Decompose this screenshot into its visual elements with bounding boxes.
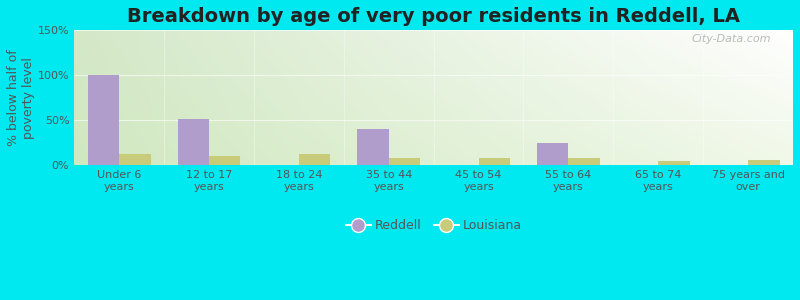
Bar <box>358 129 389 165</box>
Title: Breakdown by age of very poor residents in Reddell, LA: Breakdown by age of very poor residents … <box>127 7 740 26</box>
Bar <box>119 154 150 165</box>
Legend: Reddell, Louisiana: Reddell, Louisiana <box>341 214 526 237</box>
Y-axis label: % below half of
poverty level: % below half of poverty level <box>7 50 35 146</box>
Bar <box>209 156 241 165</box>
Bar <box>178 118 209 165</box>
Text: City-Data.com: City-Data.com <box>692 34 771 44</box>
Bar <box>537 143 569 165</box>
Bar <box>478 158 510 165</box>
Bar <box>569 158 600 165</box>
Bar <box>299 154 330 165</box>
Bar <box>658 161 690 165</box>
Bar <box>748 160 779 165</box>
Bar <box>88 75 119 165</box>
Bar <box>389 158 420 165</box>
